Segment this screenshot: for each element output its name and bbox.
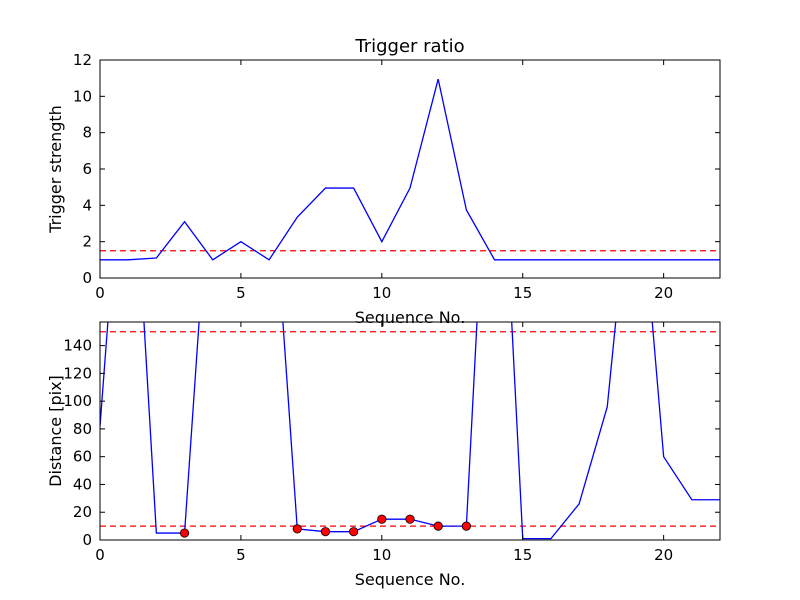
chart-2-plot-area	[100, 322, 720, 540]
chart-1-series-line-1	[100, 78, 720, 261]
chart-2-x-axis-label: Sequence No.	[355, 570, 466, 589]
chart-1-y-tick-label: 8	[82, 124, 92, 142]
chart-2-axes-frame	[99, 321, 721, 541]
chart-2-y-tick-label: 140	[63, 337, 92, 355]
chart-1-y-tick-label: 2	[82, 233, 92, 251]
chart-2-marker-point	[377, 514, 387, 524]
chart-2-marker-point	[461, 521, 471, 531]
chart-1-y-tick-label: 4	[82, 196, 92, 214]
chart-2-y-tick-label: 80	[73, 420, 92, 438]
chart-2-x-tick-label: 20	[654, 546, 673, 564]
chart-2-y-tick-label: 0	[82, 531, 92, 549]
chart-2-y-tick-label: 40	[73, 475, 92, 493]
chart-1-y-tick-label: 10	[73, 87, 92, 105]
chart-1-x-tick-label: 20	[654, 284, 673, 302]
chart-1-y-tick-label: 0	[82, 269, 92, 287]
chart-2-marker-point	[292, 524, 302, 534]
chart-2-marker-point	[349, 527, 359, 537]
chart-1-plot-area	[100, 78, 720, 261]
chart-2-marker-point	[179, 528, 190, 538]
chart-2-y-tick-label: 100	[63, 392, 92, 410]
chart-2-x-tick-label: 5	[236, 546, 246, 564]
chart-2-marker-point	[405, 514, 415, 524]
chart-2-x-tick-label: 10	[372, 546, 391, 564]
chart-2-x-tick-label: 15	[513, 546, 532, 564]
chart-1-y-tick-label: 6	[82, 160, 92, 178]
chart-1-x-tick-label: 0	[95, 284, 105, 302]
chart-1-title: Trigger ratio	[354, 36, 464, 57]
chart-1-y-axis-label: Trigger strength	[46, 105, 65, 234]
chart-2-marker-point	[320, 527, 331, 537]
chart-1-x-axis-label: Sequence No.	[355, 308, 466, 327]
chart-2-panel: 0 5 10 15 20 0 20 40 60 80 100 120 140 Sequence No. Di…	[46, 321, 721, 589]
chart-1-x-tick-label: 5	[236, 284, 246, 302]
chart-1-y-tick-label: 12	[73, 51, 92, 69]
chart-2-y-axis-label: Distance [pix]	[46, 375, 65, 487]
chart-2-x-tick-label: 0	[95, 546, 105, 564]
chart-1-x-tick-label: 15	[513, 284, 532, 302]
chart-2-marker-point	[433, 521, 443, 531]
chart-2-y-tick-label: 120	[63, 364, 92, 382]
chart-2-y-tick-label: 60	[73, 448, 92, 466]
chart-2-y-tick-label: 20	[73, 503, 92, 521]
chart-1-x-tick-label: 10	[372, 284, 391, 302]
